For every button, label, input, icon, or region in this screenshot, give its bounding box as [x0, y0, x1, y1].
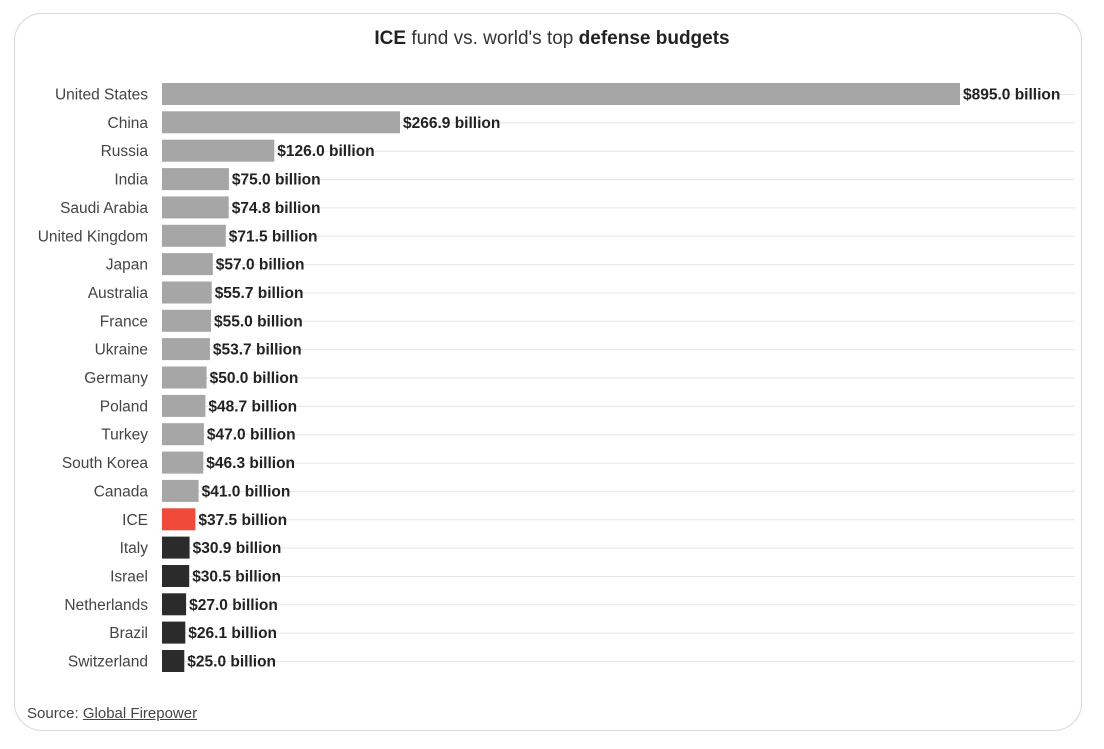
category-label: Canada: [94, 483, 149, 500]
bar-saudi-arabia: [162, 196, 229, 219]
category-label: Israel: [110, 569, 148, 586]
value-label: $895.0 billion: [963, 87, 1060, 104]
title-bold-end: defense budgets: [578, 28, 730, 49]
category-label: Germany: [84, 370, 148, 387]
value-label: $37.5 billion: [198, 512, 287, 529]
value-label: $46.3 billion: [206, 455, 295, 472]
value-label: $30.9 billion: [193, 540, 282, 557]
category-label: ICE: [122, 512, 148, 529]
bar-israel: [162, 565, 190, 587]
bar-france: [162, 309, 211, 332]
value-label: $47.0 billion: [207, 427, 296, 444]
title-middle: fund vs. world's top: [406, 28, 579, 49]
source-link[interactable]: Global Firepower: [82, 705, 198, 722]
bar-china: [162, 111, 400, 134]
category-label: Ukraine: [95, 342, 148, 359]
category-label: Australia: [88, 285, 149, 302]
bar-united-kingdom: [162, 224, 226, 247]
category-label: Saudi Arabia: [60, 200, 148, 217]
source-label: Source:: [27, 705, 83, 722]
value-label: $71.5 billion: [229, 228, 318, 245]
value-label: $50.0 billion: [210, 370, 299, 387]
category-label: United States: [55, 87, 148, 104]
source-line: Source: Global Firepower: [27, 705, 197, 722]
bar-brazil: [162, 621, 186, 644]
value-label: $41.0 billion: [202, 483, 291, 500]
category-label: India: [114, 172, 148, 189]
category-label: South Korea: [62, 455, 149, 472]
bar-netherlands: [162, 593, 187, 616]
bar-south-korea: [162, 451, 204, 474]
bar-germany: [162, 366, 207, 389]
category-label: Switzerland: [68, 654, 148, 671]
bar-switzerland: [162, 650, 185, 672]
chart-title: ICE fund vs. world's top defense budgets: [0, 28, 1104, 50]
value-label: $74.8 billion: [232, 200, 321, 217]
bar-japan: [162, 253, 213, 276]
value-label: $57.0 billion: [216, 257, 305, 274]
value-label: $126.0 billion: [277, 143, 374, 160]
value-label: $30.5 billion: [192, 569, 281, 586]
bar-poland: [162, 394, 206, 417]
category-label: Japan: [106, 257, 148, 274]
title-ice: ICE: [374, 28, 407, 49]
category-label: Poland: [100, 398, 148, 415]
category-label: Turkey: [101, 427, 148, 444]
bar-united-states: [162, 83, 960, 105]
bar-turkey: [162, 423, 204, 446]
value-label: $27.0 billion: [189, 597, 278, 614]
category-label: United Kingdom: [38, 228, 148, 245]
category-label: China: [108, 115, 149, 132]
value-label: $55.0 billion: [214, 313, 303, 330]
bar-australia: [162, 281, 212, 304]
category-label: Italy: [120, 540, 149, 557]
value-label: $266.9 billion: [403, 115, 500, 132]
category-label: Netherlands: [64, 597, 148, 614]
category-label: Russia: [101, 143, 149, 160]
bar-india: [162, 168, 229, 191]
bar-italy: [162, 536, 190, 559]
value-label: $26.1 billion: [188, 625, 277, 642]
category-label: Brazil: [109, 625, 148, 642]
value-label: $53.7 billion: [213, 342, 302, 359]
value-label: $75.0 billion: [232, 172, 321, 189]
value-label: $55.7 billion: [215, 285, 304, 302]
category-label: France: [100, 313, 148, 330]
bar-ukraine: [162, 338, 210, 361]
bar-canada: [162, 479, 199, 502]
value-label: $25.0 billion: [187, 654, 276, 671]
bar-russia: [162, 139, 275, 162]
value-label: $48.7 billion: [208, 398, 297, 415]
bar-ice: [162, 508, 196, 531]
